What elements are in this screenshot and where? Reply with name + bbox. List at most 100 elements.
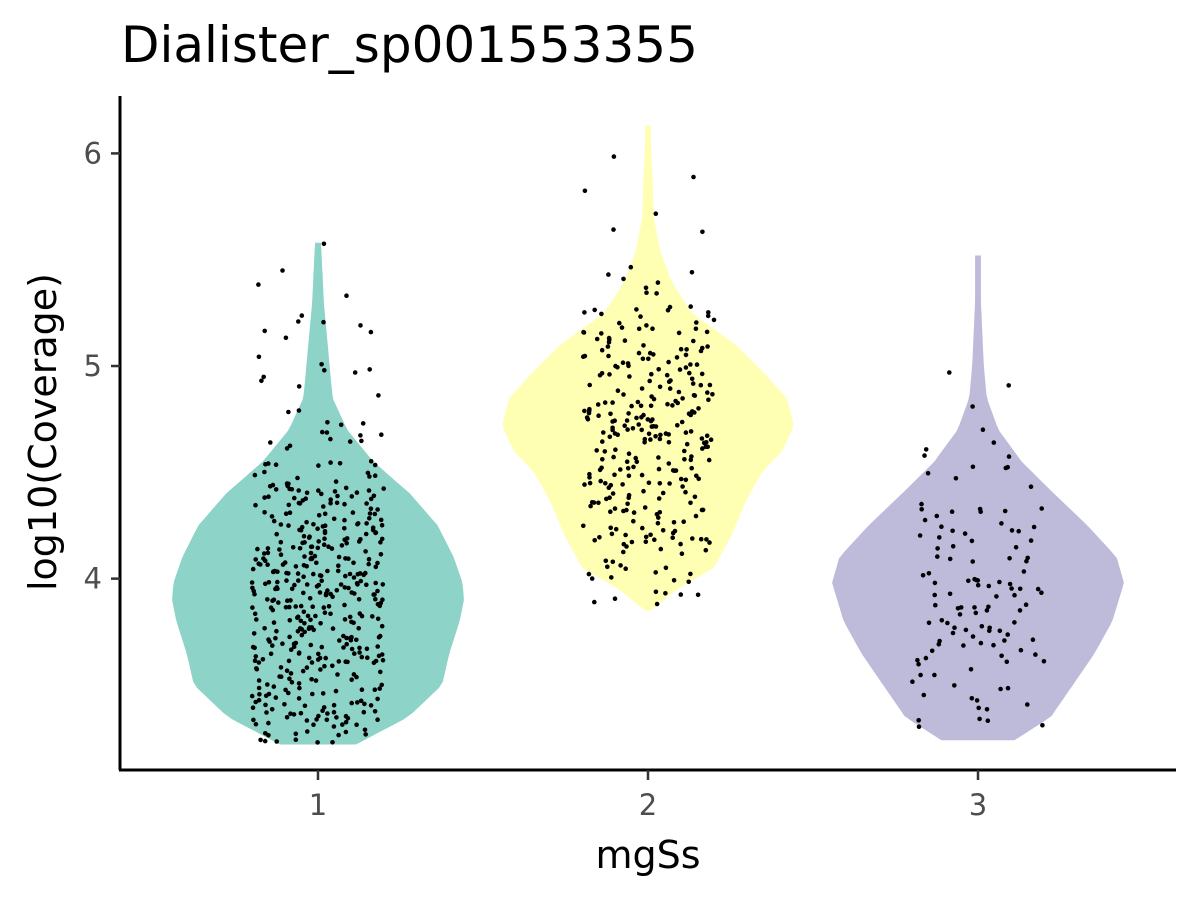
data-point [599,371,605,376]
data-point [1018,647,1024,653]
data-point [322,530,328,536]
data-point [302,629,308,635]
data-point [694,473,699,479]
data-point [910,679,915,684]
data-point [623,532,628,538]
data-point [628,264,634,270]
data-point [307,534,312,539]
data-point [278,552,284,557]
data-point [587,382,592,388]
data-point [287,510,293,515]
data-point [298,710,304,716]
data-point [594,448,599,453]
data-point [350,510,356,515]
data-point [379,623,385,629]
data-point [314,717,319,722]
data-point [315,740,320,745]
data-point [607,337,612,342]
data-point [689,454,694,459]
data-point [343,719,349,725]
data-point [969,696,975,701]
data-point [584,415,590,420]
data-point [358,578,364,584]
data-point [331,702,337,708]
data-point [268,440,273,445]
data-point [603,481,608,486]
data-point [923,447,929,452]
data-point [998,686,1003,692]
data-point [929,648,935,654]
data-point [295,629,301,634]
data-point [367,516,372,521]
data-point [333,479,339,484]
data-point [705,313,711,319]
data-point [287,604,292,610]
data-point [365,655,370,660]
jitter-points [249,154,1047,745]
data-point [643,285,649,291]
data-point [371,660,377,665]
data-point [707,540,712,545]
data-point [368,329,374,335]
data-point [299,632,305,638]
data-point [612,506,618,511]
data-point [356,597,362,602]
data-point [322,368,327,373]
data-point [920,573,926,578]
violin-1 [172,242,464,745]
violin-3 [832,255,1124,741]
data-point [600,439,605,444]
y-tick-label: 6 [84,136,102,170]
data-point [689,376,695,382]
data-point [282,560,288,565]
data-point [296,488,302,493]
data-point [356,626,362,631]
data-point [689,465,694,471]
data-point [686,579,691,585]
data-point [380,582,386,587]
data-point [991,440,997,445]
data-point [330,663,335,669]
data-point [691,338,696,344]
data-point [301,574,306,579]
data-point [693,513,699,519]
data-point [698,382,704,388]
data-point [271,518,277,524]
data-point [284,578,289,583]
data-point [316,463,321,468]
data-point [364,582,369,588]
data-point [588,503,593,509]
data-point [603,558,609,564]
data-point [916,661,921,667]
data-point [932,580,938,586]
data-point [625,466,631,471]
data-point [660,490,666,496]
data-point [313,613,318,619]
data-point [958,605,964,610]
data-point [647,378,652,384]
data-point [253,557,258,562]
data-point [952,625,957,630]
data-point [265,597,270,602]
data-point [688,429,694,434]
data-point [1021,569,1027,574]
data-point [296,696,302,701]
data-point [302,554,307,559]
data-point [286,502,292,508]
data-point [676,330,682,336]
data-point [682,448,687,454]
data-point [651,396,657,402]
data-point [608,525,613,531]
data-point [1017,586,1023,592]
data-point [587,475,592,480]
data-point [290,545,296,550]
data-point [319,578,325,584]
data-point [329,546,335,551]
y-axis-title: log10(Coverage) [21,273,65,591]
data-point [340,722,345,727]
data-point [271,569,276,574]
data-point [265,550,271,556]
data-point [326,544,331,549]
data-point [646,431,652,437]
data-point [268,651,274,657]
